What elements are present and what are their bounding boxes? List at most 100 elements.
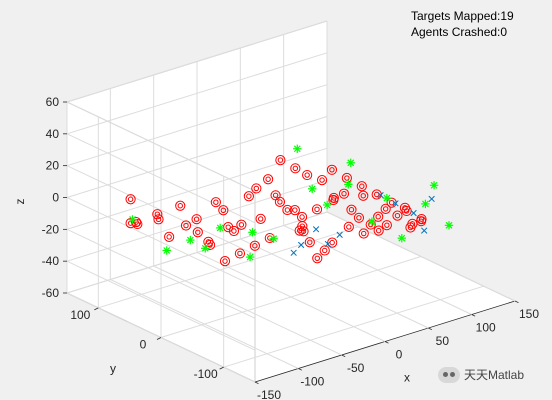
cross-marker xyxy=(312,226,320,233)
z-grid-left xyxy=(66,228,256,319)
target-marker xyxy=(263,174,274,185)
target-ring-outer xyxy=(319,245,330,256)
target-ring-inner xyxy=(265,176,271,182)
target-marker xyxy=(356,181,367,192)
target-ring-inner xyxy=(222,258,228,264)
target-ring-outer xyxy=(223,222,234,233)
cross-stroke xyxy=(392,200,399,207)
z-grid-back xyxy=(66,211,328,294)
target-ring-inner xyxy=(319,177,325,183)
x-tick-mark xyxy=(428,327,433,331)
target-ring-outer xyxy=(191,214,202,225)
target-marker xyxy=(358,228,369,239)
x-tick-label: 0 xyxy=(396,348,403,362)
cross-marker xyxy=(336,231,343,238)
z-grid-left xyxy=(66,165,256,256)
target-marker xyxy=(289,205,300,216)
z-axis-label: z xyxy=(13,199,27,205)
z-grid-back xyxy=(66,116,328,198)
target-ring-inner xyxy=(382,206,389,212)
target-ring-outer xyxy=(392,210,403,221)
y-tick-mark xyxy=(219,366,224,370)
target-ring-inner xyxy=(314,255,320,261)
agent-marker xyxy=(344,180,353,189)
target-marker xyxy=(312,253,323,264)
target-marker xyxy=(219,256,231,267)
target-ring-outer xyxy=(175,200,186,211)
target-ring-outer xyxy=(304,237,315,248)
target-ring-inner xyxy=(322,247,328,254)
z-tick-label: 0 xyxy=(52,191,59,205)
target-ring-outer xyxy=(131,217,142,228)
target-ring-inner xyxy=(267,235,273,241)
target-ring-inner xyxy=(375,227,382,234)
targets-mapped-text: Targets Mapped:19 xyxy=(411,9,514,23)
target-ring-inner xyxy=(231,228,237,234)
target-ring-inner xyxy=(252,243,258,249)
target-ring-inner xyxy=(361,230,367,237)
target-ring-outer xyxy=(311,204,323,215)
target-ring-inner xyxy=(296,227,303,234)
target-marker xyxy=(218,205,229,216)
agent-stroke xyxy=(323,201,331,209)
target-marker xyxy=(175,200,186,211)
tick-labels: -150 -100 -50 0 50 100 150 100 0 -100 -60 -40 -20 0 20… xyxy=(42,95,540,400)
agent-marker xyxy=(162,246,171,255)
target-ring-outer xyxy=(236,219,247,230)
agent-stroke xyxy=(249,228,256,236)
target-ring-inner xyxy=(272,192,279,199)
cross-stroke xyxy=(290,249,297,256)
target-ring-outer xyxy=(381,220,392,231)
agent-marker xyxy=(245,252,255,262)
target-marker xyxy=(210,197,221,208)
cross-marker xyxy=(428,195,435,203)
target-marker xyxy=(311,204,323,215)
target-ring-inner xyxy=(220,207,227,213)
agent-marker xyxy=(308,184,317,194)
target-marker xyxy=(373,225,384,236)
target-ring-outer xyxy=(251,183,262,194)
x-tick-mark xyxy=(341,354,346,358)
target-ring-inner xyxy=(360,193,366,199)
target-ring-outer xyxy=(275,154,286,166)
agent-marker xyxy=(216,223,225,233)
target-ring-outer xyxy=(290,163,301,174)
y-grid-floor xyxy=(160,256,422,338)
y-tick-label: 0 xyxy=(140,338,147,352)
x-axis-label: x xyxy=(404,371,410,385)
target-ring-outer xyxy=(164,231,175,242)
target-ring-inner xyxy=(134,221,141,227)
z-grid-left xyxy=(66,197,256,287)
x-tick-label: -100 xyxy=(300,375,324,389)
target-ring-inner xyxy=(277,199,283,205)
target-ring-outer xyxy=(380,203,391,214)
agent-marker xyxy=(421,199,430,209)
target-ring-outer xyxy=(302,169,313,181)
target-ring-outer xyxy=(153,214,164,225)
target-ring-inner xyxy=(213,199,219,205)
target-marker xyxy=(192,227,203,238)
target-ring-inner xyxy=(384,222,390,228)
target-marker xyxy=(338,188,350,199)
target-ring-outer xyxy=(234,248,246,259)
agent-stroke xyxy=(421,200,429,208)
target-ring-inner xyxy=(299,214,305,220)
target-ring-outer xyxy=(346,204,357,215)
target-ring-outer xyxy=(263,174,274,185)
target-ring-inner xyxy=(238,222,245,228)
target-ring-outer xyxy=(373,225,384,236)
target-marker xyxy=(249,240,260,251)
target-marker xyxy=(152,209,163,220)
agent-stroke xyxy=(347,159,355,167)
z-grid-back xyxy=(66,179,328,262)
target-ring-outer xyxy=(282,204,293,216)
target-ring-outer xyxy=(316,175,328,186)
target-ring-inner xyxy=(359,183,365,189)
agent-marker xyxy=(397,233,406,243)
agent-stroke xyxy=(270,235,278,243)
target-marker xyxy=(405,222,416,233)
target-ring-outer xyxy=(353,212,365,223)
target-marker xyxy=(255,213,266,225)
target-ring-outer xyxy=(210,197,221,208)
